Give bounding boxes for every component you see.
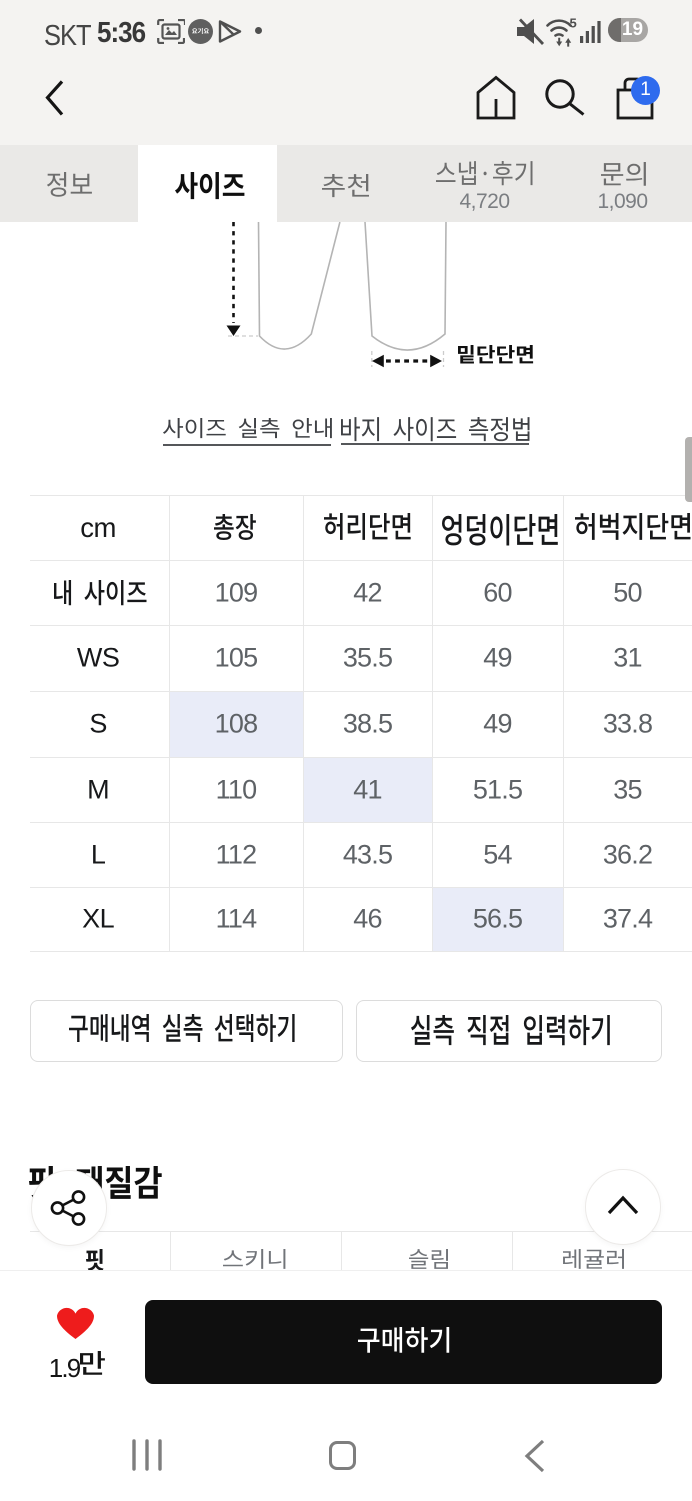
- svg-text:5: 5: [570, 16, 577, 31]
